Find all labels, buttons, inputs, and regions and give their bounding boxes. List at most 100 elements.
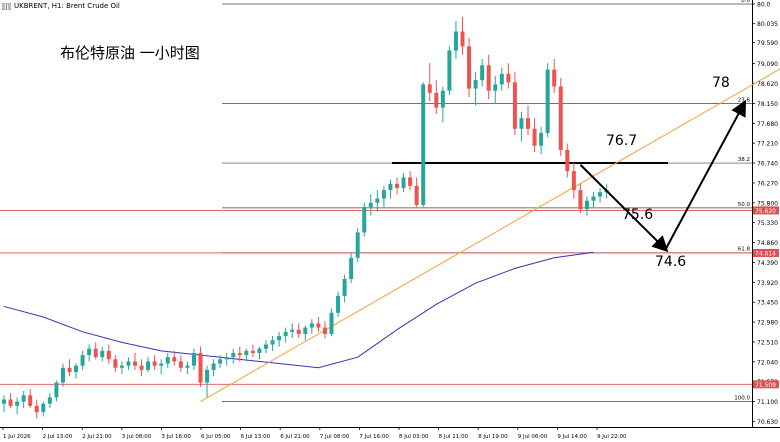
candle-body — [552, 69, 557, 87]
price-tick-label: 72.040 — [757, 359, 778, 366]
price-tag-label: 74.614 — [755, 250, 776, 257]
candle-body — [205, 369, 210, 383]
fib-level-label: 61.8 — [738, 247, 751, 253]
chart-header: UKBRENT, H1: Brent Crude Oil — [2, 1, 120, 11]
candle-body — [60, 367, 65, 383]
candle-body — [21, 395, 26, 402]
candle-body — [473, 80, 478, 89]
candle-body — [74, 365, 79, 373]
candle-body — [467, 46, 472, 89]
candle-body — [506, 73, 511, 83]
annotation-title: 布伦特原油 一小时图 — [60, 44, 200, 62]
price-tag — [753, 248, 779, 257]
annotation-78: 78 — [712, 75, 730, 91]
fib-level-label: 38.2 — [738, 157, 750, 163]
candle-body — [598, 192, 603, 197]
time-tick-label: 9 Jul 14:00 — [557, 434, 587, 440]
price-tick-label: 80.0 — [757, 2, 771, 9]
moving-average-line — [3, 251, 594, 369]
price-tick-label: 70.630 — [757, 419, 778, 426]
candle-body — [277, 336, 282, 341]
time-tick-label: 6 Jul 05:00 — [201, 434, 231, 440]
candle-body — [362, 207, 367, 233]
price-tick-label: 74.390 — [757, 260, 778, 267]
price-tick-label: 79.590 — [757, 40, 778, 47]
candle-body — [309, 323, 314, 328]
time-tick-label: 3 Jul 08:00 — [122, 434, 152, 440]
candle-body — [159, 363, 164, 366]
price-tick-label: 79.090 — [757, 61, 778, 68]
price-tick-label: 73.450 — [757, 300, 778, 307]
candle-body — [106, 350, 111, 360]
candle-body — [113, 359, 118, 368]
candle-body — [480, 65, 485, 81]
candle-body — [178, 361, 183, 368]
candle-body — [80, 355, 85, 366]
candle-body — [336, 295, 341, 313]
candle-body — [545, 69, 550, 134]
fib-level-label: 100.0 — [734, 396, 750, 402]
candle-body — [296, 329, 301, 334]
candle-body — [584, 200, 589, 210]
candle-body — [133, 361, 137, 366]
candle-body — [152, 361, 157, 366]
fib-level-label: 23.6 — [738, 97, 751, 103]
candle-body — [512, 82, 517, 129]
price-tick-label: 77.680 — [757, 121, 778, 128]
symbol-label: UKBRENT, H1: Brent Crude Oil — [14, 2, 120, 10]
price-tag — [753, 206, 779, 215]
time-tick-label: 7 Jul 16:00 — [359, 434, 389, 440]
time-tick-label: 6 Jul 21:00 — [280, 434, 310, 440]
price-tag — [753, 380, 779, 389]
candle-body — [401, 177, 406, 189]
candle-body — [290, 329, 295, 332]
time-tick-label: 8 Jul 11:00 — [439, 434, 469, 440]
candle-body — [532, 128, 537, 146]
price-tick-label: 76.740 — [757, 161, 778, 168]
fib-level-label: 50.0 — [738, 202, 751, 208]
candle-body — [172, 357, 177, 362]
price-tag-label: 71.509 — [755, 382, 776, 389]
candle-body — [355, 232, 360, 258]
candle-body — [578, 190, 583, 210]
price-tick-label: 74.860 — [757, 240, 778, 247]
candle-body — [421, 84, 426, 205]
price-tick-label: 78.150 — [757, 101, 778, 108]
price-tick-label: 75.800 — [757, 200, 778, 207]
candle-body — [47, 397, 52, 404]
candle-body — [119, 365, 124, 368]
time-tick-label: 2 Jul 21:00 — [82, 434, 112, 440]
candle-body — [303, 327, 308, 334]
price-tick-label: 72.510 — [757, 339, 778, 346]
annotation-74-6: 74.6 — [655, 254, 687, 270]
candle-body — [408, 177, 413, 186]
candle-body — [316, 323, 321, 328]
chart-type-icon[interactable] — [2, 2, 11, 10]
time-tick-label: 8 Jul 03:00 — [399, 434, 429, 440]
time-tick-label: 1 Jul 2026 — [3, 434, 31, 440]
candle-body — [571, 171, 576, 191]
candle-body — [539, 133, 544, 146]
time-tick-label: 9 Jul 06:00 — [518, 434, 548, 440]
time-tick-label: 3 Jul 16:00 — [161, 434, 191, 440]
candle-body — [565, 149, 570, 172]
candle-body — [486, 65, 491, 91]
candle-body — [15, 401, 20, 406]
candle-body — [224, 357, 229, 360]
candle-body — [499, 73, 504, 85]
candle-body — [395, 183, 399, 189]
candle-body — [54, 382, 59, 398]
time-tick-label: 6 Jul 13:00 — [241, 434, 271, 440]
candle-body — [67, 367, 72, 373]
candle-body — [434, 92, 439, 108]
price-tick-label: 75.330 — [757, 220, 778, 227]
candle-body — [329, 312, 334, 334]
candle-body — [270, 340, 275, 345]
price-tick-label: 78.620 — [757, 81, 778, 88]
price-tick-label: 80.035 — [757, 21, 778, 28]
candle-body — [185, 365, 190, 368]
candle-body — [591, 196, 596, 201]
price-tick-label: 73.920 — [757, 280, 778, 287]
